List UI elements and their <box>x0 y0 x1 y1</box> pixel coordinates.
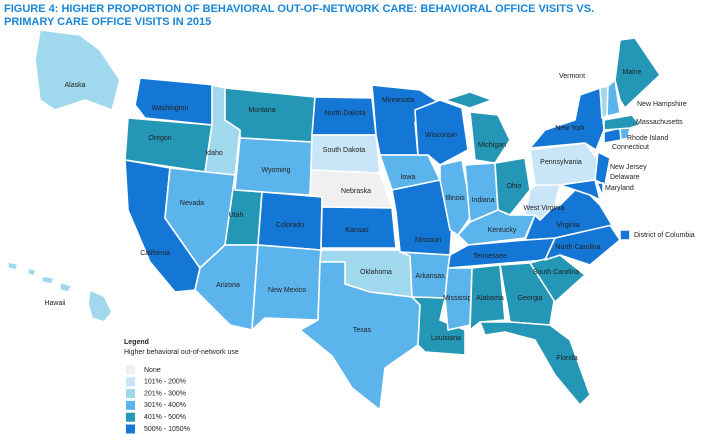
state-label: Maryland <box>605 185 634 192</box>
state <box>7 261 113 323</box>
state-label: Vermont <box>559 73 585 80</box>
state-label: Illinois <box>445 195 465 202</box>
state-label: New Mexico <box>268 287 306 294</box>
state-label: Nebraska <box>341 188 371 195</box>
state-label: Texas <box>353 327 372 334</box>
state-label: Mississippi <box>443 295 477 302</box>
state-label: Virginia <box>556 222 579 229</box>
legend-swatch <box>126 377 135 387</box>
state-label: Iowa <box>401 174 416 181</box>
state-label: Rhode Island <box>627 135 668 142</box>
state-label: Wyoming <box>261 167 290 174</box>
legend-title: Legend <box>124 339 149 346</box>
legend-label: 201% - 300% <box>144 390 186 397</box>
state-label: Utah <box>229 212 244 219</box>
state-label: District of Columbia <box>634 232 695 239</box>
state-label: South Dakota <box>323 147 366 154</box>
state-label: Tennessee <box>473 253 507 260</box>
state <box>320 206 397 249</box>
state-label: Missouri <box>415 237 442 244</box>
state <box>134 77 216 126</box>
state-label: Washington <box>152 105 189 112</box>
state-label: New Jersey <box>610 164 647 171</box>
state-label: New York <box>555 125 585 132</box>
state <box>299 261 421 411</box>
state <box>594 151 611 186</box>
state <box>596 182 604 198</box>
state <box>529 87 605 151</box>
legend-subtitle: Higher behavioral out-of-network use <box>124 349 239 356</box>
state <box>411 296 466 356</box>
state <box>469 264 506 331</box>
state <box>414 99 469 166</box>
state-label: Arizona <box>216 282 240 289</box>
legend-swatch <box>126 424 135 434</box>
state-label: Georgia <box>518 295 543 302</box>
state <box>444 267 473 331</box>
state-label: Arkansas <box>415 273 445 280</box>
state-label: Florida <box>556 355 578 362</box>
state <box>494 157 531 216</box>
state-label: Indiana <box>472 197 495 204</box>
state-label: Minnesota <box>382 97 414 104</box>
figure-title: FIGURE 4: HIGHER PROPORTION OF BEHAVIORA… <box>4 3 595 28</box>
legend-label: None <box>144 367 161 374</box>
legend-swatch <box>126 389 135 399</box>
state <box>619 229 631 241</box>
state-label: Ohio <box>507 183 522 190</box>
state-label: Alaska <box>64 82 85 89</box>
state <box>603 114 641 131</box>
state-label: Delaware <box>610 174 640 181</box>
state-label: Kansas <box>345 227 369 234</box>
legend-label: 401% - 500% <box>144 414 186 421</box>
state <box>444 91 511 164</box>
state-label: Kentucky <box>488 227 517 234</box>
state-label: Massachusetts <box>636 119 683 126</box>
legend-label: 301% - 400% <box>144 402 186 409</box>
legend-label: 101% - 200% <box>144 379 186 386</box>
state-label: Connecticut <box>612 144 649 151</box>
legend-swatch <box>126 365 135 375</box>
legend-label: 500% - 1050% <box>144 426 190 433</box>
state-label: North Dakota <box>324 110 365 117</box>
state-label: Colorado <box>276 222 305 229</box>
legend-swatch <box>126 412 135 422</box>
state-label: Michigan <box>478 142 506 149</box>
state-label: Oregon <box>148 135 171 142</box>
state <box>606 79 621 117</box>
state-label: West Virginia <box>524 205 565 212</box>
state-label: Oklahoma <box>360 269 392 276</box>
state-label: South Carolina <box>533 269 579 276</box>
state-label: Hawaii <box>44 300 65 307</box>
state <box>310 134 381 174</box>
state-label: Nevada <box>180 200 204 207</box>
state-label: Louisiana <box>431 335 461 342</box>
state <box>251 244 322 331</box>
state <box>614 37 661 109</box>
legend-swatch <box>126 400 135 410</box>
state-label: Alabama <box>476 295 504 302</box>
state-label: Wisconsin <box>425 132 457 139</box>
state <box>479 321 591 406</box>
state-label: North Carolina <box>555 244 600 251</box>
state-label: Maine <box>622 69 641 76</box>
state-label: Montana <box>248 107 275 114</box>
state-label: Idaho <box>205 150 223 157</box>
state <box>34 29 121 111</box>
state <box>559 179 601 201</box>
state-label: New Hampshire <box>637 101 687 108</box>
state-label: Pennsylvania <box>540 159 582 166</box>
state-label: California <box>140 250 170 257</box>
